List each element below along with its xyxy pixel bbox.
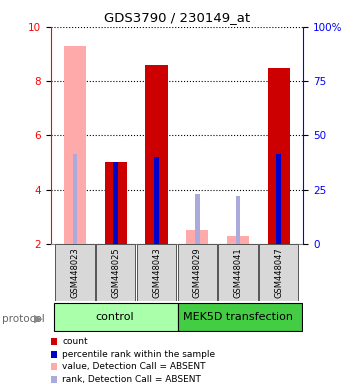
Text: GSM448023: GSM448023	[70, 247, 79, 298]
Bar	[236, 196, 240, 244]
Title: GDS3790 / 230149_at: GDS3790 / 230149_at	[104, 11, 250, 24]
FancyBboxPatch shape	[137, 245, 176, 301]
Text: MEK5D transfection: MEK5D transfection	[183, 312, 293, 322]
Text: GSM448047: GSM448047	[274, 247, 283, 298]
Bar	[268, 68, 290, 244]
Text: protocol: protocol	[2, 314, 44, 324]
FancyBboxPatch shape	[218, 245, 258, 301]
Text: GSM448025: GSM448025	[111, 247, 120, 298]
Bar	[186, 230, 209, 244]
Bar	[64, 46, 86, 244]
Text: GSM448029: GSM448029	[193, 247, 202, 298]
Text: ▶: ▶	[34, 314, 42, 324]
Bar	[145, 65, 168, 244]
Text: rank, Detection Call = ABSENT: rank, Detection Call = ABSENT	[62, 375, 201, 384]
FancyBboxPatch shape	[178, 245, 217, 301]
Bar	[113, 162, 118, 244]
Bar	[195, 194, 200, 244]
Bar	[105, 162, 127, 244]
Bar	[73, 154, 78, 244]
Text: GSM448041: GSM448041	[234, 247, 243, 298]
FancyBboxPatch shape	[96, 245, 135, 301]
Text: percentile rank within the sample: percentile rank within the sample	[62, 349, 216, 359]
FancyBboxPatch shape	[259, 245, 298, 301]
FancyBboxPatch shape	[178, 303, 301, 331]
Bar	[276, 154, 281, 244]
Text: value, Detection Call = ABSENT: value, Detection Call = ABSENT	[62, 362, 206, 371]
Bar	[227, 236, 249, 244]
FancyBboxPatch shape	[54, 303, 178, 331]
Bar	[154, 157, 159, 244]
Text: count: count	[62, 337, 88, 346]
Text: GSM448043: GSM448043	[152, 247, 161, 298]
FancyBboxPatch shape	[56, 245, 95, 301]
Text: control: control	[96, 312, 134, 322]
